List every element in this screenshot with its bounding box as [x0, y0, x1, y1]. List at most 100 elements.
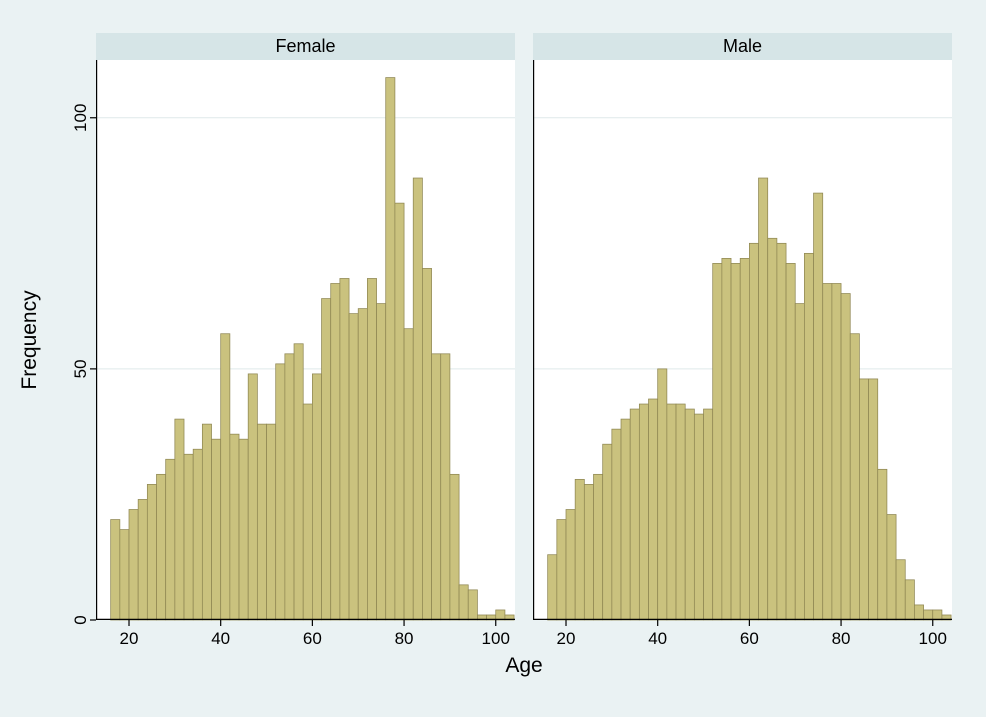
x-tick-label: 40	[211, 629, 230, 648]
histogram-bar	[238, 438, 249, 621]
histogram-bar	[822, 283, 833, 621]
histogram-bar	[321, 298, 332, 621]
histogram-bar	[137, 499, 148, 621]
histogram-bar	[192, 448, 203, 621]
panel-title-female: Female	[96, 33, 515, 60]
histogram-bar	[312, 373, 322, 621]
histogram-bar	[657, 368, 668, 621]
histogram-bar	[721, 258, 732, 621]
histogram-bar	[422, 268, 432, 621]
x-tick-label: 80	[832, 629, 851, 648]
histogram-bar	[583, 484, 594, 621]
histogram-bar	[201, 423, 212, 621]
histogram-bar	[348, 313, 359, 621]
histogram-bar	[849, 333, 860, 621]
histogram-bar	[431, 353, 442, 621]
histogram-bar	[495, 609, 506, 621]
histogram-bar	[211, 438, 222, 621]
histogram-bar	[813, 192, 824, 621]
histogram-bar	[357, 308, 368, 621]
x-tick-label: 60	[740, 629, 759, 648]
histogram-bar	[693, 413, 704, 621]
x-tick-label: 100	[919, 629, 947, 648]
histogram-bar	[330, 283, 341, 621]
histogram-bar	[266, 423, 277, 621]
histogram-bar	[394, 202, 405, 621]
histogram-bar	[593, 473, 604, 621]
histogram-bar	[767, 237, 778, 621]
histogram-bar	[367, 278, 377, 621]
x-tick-label: 20	[557, 629, 576, 648]
histogram-bar	[886, 514, 897, 621]
histogram-bar	[868, 378, 879, 621]
histogram-bar	[840, 293, 851, 621]
histogram-bar	[183, 453, 194, 621]
y-tick-label: 0	[71, 615, 90, 624]
histogram-bar	[412, 177, 423, 621]
histogram-bar	[220, 333, 231, 621]
histogram-bar	[440, 353, 451, 621]
histogram-bar	[730, 263, 741, 621]
histogram-bar	[739, 258, 750, 621]
histogram-bar	[923, 609, 934, 621]
histogram-bar	[904, 579, 915, 621]
histogram-bar	[895, 559, 906, 621]
x-tick-label: 80	[395, 629, 414, 648]
histogram-bar	[302, 403, 313, 621]
histogram-bar	[620, 418, 631, 621]
histogram-bar	[247, 373, 258, 621]
histogram-bar	[174, 418, 185, 621]
histogram-bar	[467, 589, 478, 621]
histogram-bar	[128, 509, 139, 621]
histogram-bar	[914, 604, 924, 621]
histogram-bar	[611, 428, 622, 621]
x-axis-title: Age	[505, 654, 543, 677]
histogram-bar	[804, 252, 814, 621]
histogram-bar	[146, 484, 157, 621]
histogram-bar	[877, 468, 888, 621]
histogram-bar	[712, 263, 723, 621]
histogram-bar	[284, 353, 295, 621]
histogram-bar	[156, 473, 167, 621]
male-histogram-plot: 20 40 60 80 100	[533, 60, 952, 648]
histogram-bar	[932, 609, 943, 621]
histogram-bar	[831, 283, 842, 621]
female-histogram-plot: 20 40 60 80 100 0 50 100	[71, 60, 515, 648]
histogram-bar	[119, 529, 130, 621]
y-tick-label: 50	[71, 359, 90, 378]
histogram-bar	[165, 458, 176, 621]
histogram-bar	[376, 303, 387, 621]
histogram-bar	[275, 363, 286, 621]
histogram-bar	[293, 343, 304, 621]
histogram-bar	[758, 177, 769, 621]
histogram-bar	[638, 403, 649, 621]
panel-title-male: Male	[533, 33, 952, 60]
histogram-bar	[403, 328, 414, 621]
x-tick-label: 100	[482, 629, 510, 648]
histogram-bar	[666, 403, 677, 621]
histogram-bar	[339, 278, 350, 621]
histogram-bar	[749, 242, 759, 621]
histogram-bar	[794, 303, 805, 621]
histogram-bar	[458, 584, 469, 621]
histogram-bar	[574, 478, 585, 621]
histogram-bar	[256, 423, 267, 621]
y-axis-title: Frequency	[18, 290, 41, 390]
histogram-bar	[703, 408, 714, 621]
histogram-bar	[785, 263, 796, 621]
histogram-bar	[547, 554, 558, 621]
x-tick-label: 60	[303, 629, 322, 648]
histogram-bar	[565, 509, 576, 621]
histogram-bar	[229, 433, 240, 621]
x-tick-label: 40	[648, 629, 667, 648]
histogram-bar	[859, 378, 869, 621]
histogram-bar	[675, 403, 686, 621]
histogram-bar	[602, 443, 613, 621]
y-tick-label: 100	[71, 104, 90, 132]
histogram-bar	[385, 77, 396, 621]
histogram-bar	[110, 519, 121, 621]
histogram-bar	[684, 408, 695, 621]
histogram-bar	[776, 242, 787, 621]
histogram-bar	[629, 408, 640, 621]
